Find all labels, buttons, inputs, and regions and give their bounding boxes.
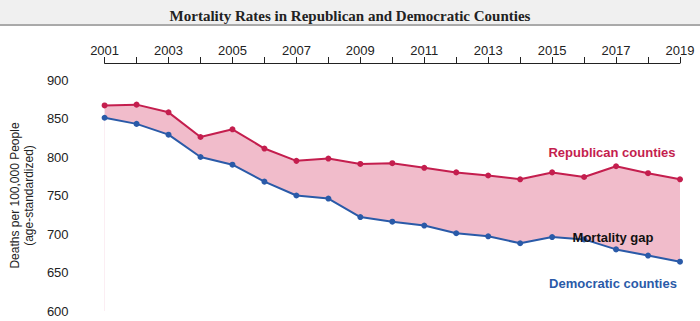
svg-text:2007: 2007 bbox=[282, 43, 311, 58]
svg-text:2005: 2005 bbox=[218, 43, 247, 58]
svg-text:2015: 2015 bbox=[538, 43, 567, 58]
svg-text:Mortality gap: Mortality gap bbox=[573, 230, 654, 245]
svg-text:Deaths per 100,000 People: Deaths per 100,000 People bbox=[8, 122, 22, 268]
svg-text:2003: 2003 bbox=[154, 43, 183, 58]
svg-text:2017: 2017 bbox=[602, 43, 631, 58]
svg-text:2009: 2009 bbox=[346, 43, 375, 58]
svg-text:850: 850 bbox=[47, 111, 69, 126]
svg-text:2019: 2019 bbox=[666, 43, 695, 58]
svg-text:600: 600 bbox=[47, 304, 69, 319]
svg-text:Democratic counties: Democratic counties bbox=[549, 276, 677, 291]
svg-text:2011: 2011 bbox=[410, 43, 438, 58]
svg-text:900: 900 bbox=[47, 73, 69, 88]
svg-text:650: 650 bbox=[47, 265, 69, 280]
svg-text:Mortality Rates in Republican: Mortality Rates in Republican and Democr… bbox=[170, 8, 531, 24]
svg-text:Republican counties: Republican counties bbox=[548, 145, 675, 160]
svg-text:(age-standardized): (age-standardized) bbox=[22, 145, 36, 246]
svg-text:750: 750 bbox=[47, 188, 69, 203]
svg-text:800: 800 bbox=[47, 150, 69, 165]
svg-text:2001: 2001 bbox=[90, 43, 119, 58]
svg-text:700: 700 bbox=[47, 227, 69, 242]
svg-text:2013: 2013 bbox=[474, 43, 503, 58]
